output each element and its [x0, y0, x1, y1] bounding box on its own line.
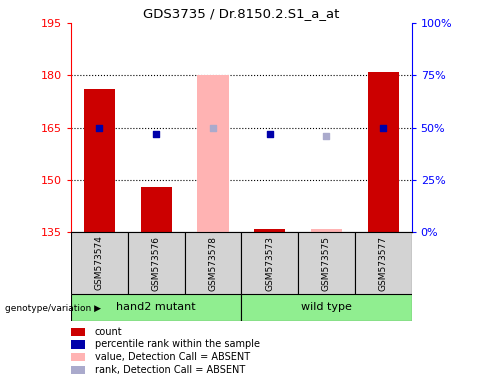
Point — [379, 124, 387, 131]
Bar — [241, 294, 412, 321]
Bar — [71, 232, 128, 294]
Text: wild type: wild type — [301, 302, 352, 312]
Point — [209, 124, 217, 131]
Point — [322, 133, 330, 139]
Point — [96, 124, 103, 131]
Bar — [128, 232, 185, 294]
Text: GSM573577: GSM573577 — [379, 235, 388, 291]
Text: count: count — [95, 327, 122, 337]
Text: GSM573574: GSM573574 — [95, 236, 104, 290]
Point — [152, 131, 160, 137]
Bar — [298, 232, 355, 294]
Text: GSM573576: GSM573576 — [152, 235, 161, 291]
Text: percentile rank within the sample: percentile rank within the sample — [95, 339, 260, 349]
Bar — [368, 72, 399, 232]
Bar — [141, 187, 172, 232]
Text: genotype/variation ▶: genotype/variation ▶ — [5, 304, 101, 313]
Point — [266, 131, 273, 137]
Bar — [71, 294, 241, 321]
Text: GSM573575: GSM573575 — [322, 235, 331, 291]
Bar — [241, 232, 298, 294]
Bar — [355, 232, 412, 294]
Bar — [254, 229, 285, 232]
Bar — [311, 229, 342, 232]
Bar — [185, 232, 241, 294]
Text: value, Detection Call = ABSENT: value, Detection Call = ABSENT — [95, 352, 250, 362]
Text: rank, Detection Call = ABSENT: rank, Detection Call = ABSENT — [95, 365, 245, 375]
Text: GSM573578: GSM573578 — [208, 235, 218, 291]
Text: GSM573573: GSM573573 — [265, 235, 274, 291]
Bar — [84, 89, 115, 232]
Title: GDS3735 / Dr.8150.2.S1_a_at: GDS3735 / Dr.8150.2.S1_a_at — [143, 7, 340, 20]
Text: hand2 mutant: hand2 mutant — [116, 302, 196, 312]
Bar — [197, 75, 228, 232]
